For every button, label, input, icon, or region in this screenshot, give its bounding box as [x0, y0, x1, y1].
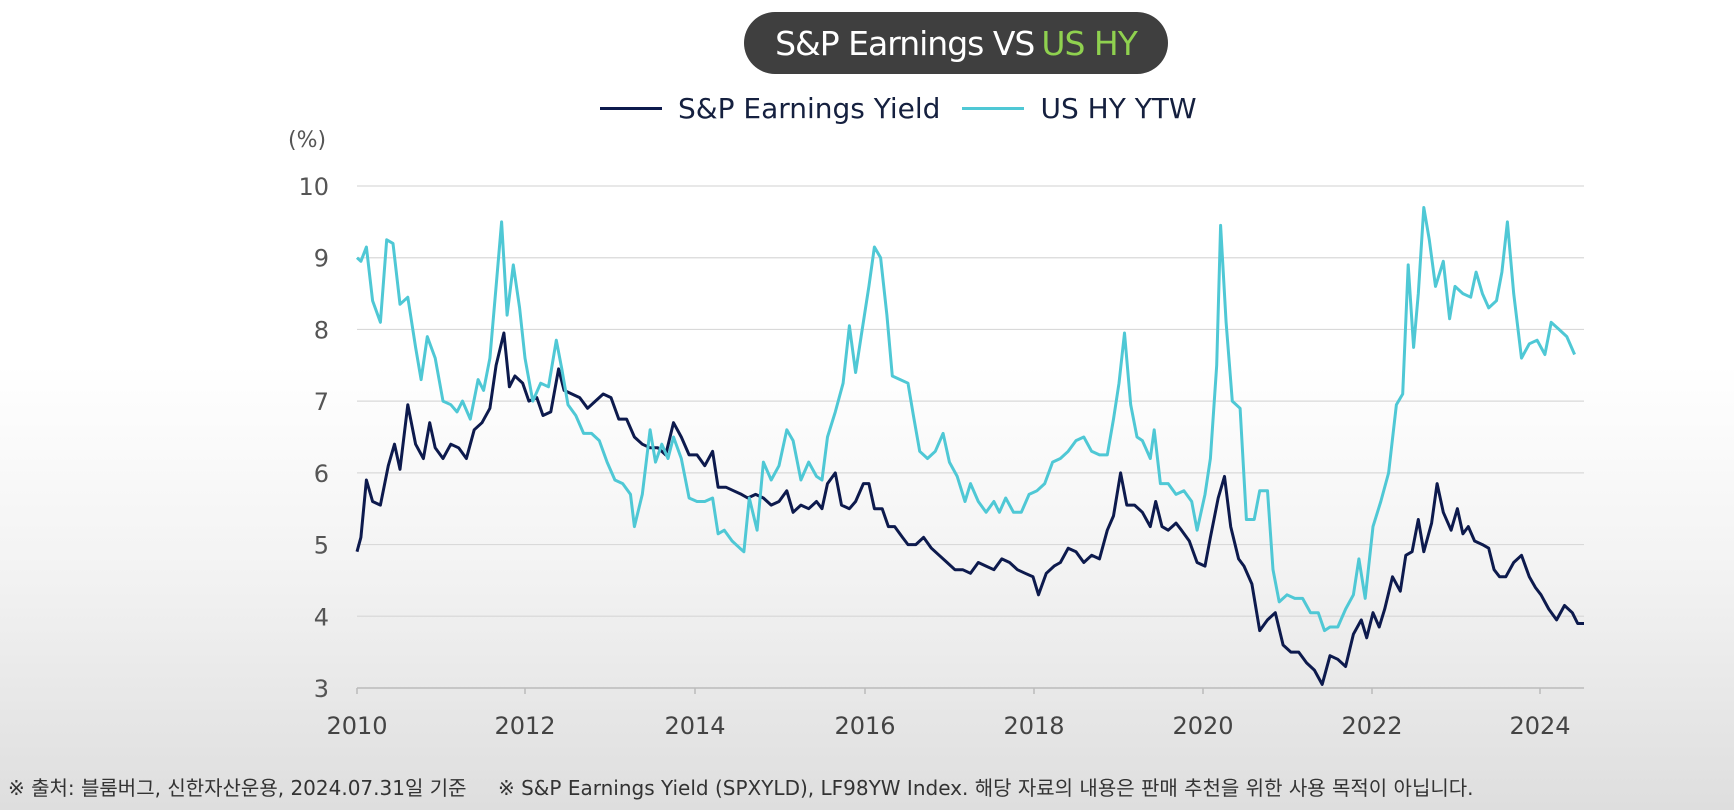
x-tick-label-2016: 2016: [834, 712, 895, 740]
y-tick-label-9: 9: [314, 245, 329, 273]
y-tick-label-10: 10: [298, 173, 329, 201]
chart-title-accent: US HY: [1041, 23, 1138, 63]
legend-swatch-earnings: [600, 106, 662, 110]
legend-item-earnings: S&P Earnings Yield: [600, 92, 940, 125]
legend-swatch-hy: [962, 106, 1025, 110]
y-tick-label-5: 5: [314, 532, 329, 560]
legend-label-hy: US HY YTW: [1040, 91, 1197, 125]
series-line-earnings-yield: [355, 331, 1584, 686]
y-tick-label-7: 7: [314, 388, 329, 416]
x-tick-label-2022: 2022: [1341, 712, 1402, 740]
x-tick-label-2012: 2012: [494, 712, 555, 740]
y-tick-label-3: 3: [314, 675, 329, 703]
chart-title-pill: S&P Earnings VS US HY: [744, 12, 1168, 74]
y-tick-label-8: 8: [314, 316, 329, 344]
x-tick-label-2024: 2024: [1509, 712, 1570, 740]
chart-title-main: S&P Earnings VS: [775, 23, 1035, 63]
x-tick-label-2018: 2018: [1003, 712, 1064, 740]
y-axis-unit-label: (%): [288, 128, 327, 153]
legend-item-hy: US HY YTW: [962, 91, 1197, 125]
legend-label-earnings: S&P Earnings Yield: [678, 91, 941, 125]
y-tick-label-6: 6: [314, 460, 329, 488]
x-tick-label-2014: 2014: [664, 712, 725, 740]
footnote-source: ※ 출처: 블룸버그, 신한자산운용, 2024.07.31일 기준: [8, 776, 467, 800]
y-tick-label-4: 4: [314, 603, 329, 631]
series-line-us-hy-ytw: [355, 206, 1576, 633]
line-chart: 3 4 5 6 7 8 9 10 2010 2012 2014 2016 2018 2020 2022 202…: [298, 173, 1584, 740]
x-tick-label-2010: 2010: [326, 712, 387, 740]
footnote-disclaimer: ※ S&P Earnings Yield (SPXYLD), LF98YW In…: [498, 776, 1474, 800]
chart-legend: S&P Earnings Yield US HY YTW: [600, 88, 1219, 128]
x-tick-label-2020: 2020: [1172, 712, 1233, 740]
